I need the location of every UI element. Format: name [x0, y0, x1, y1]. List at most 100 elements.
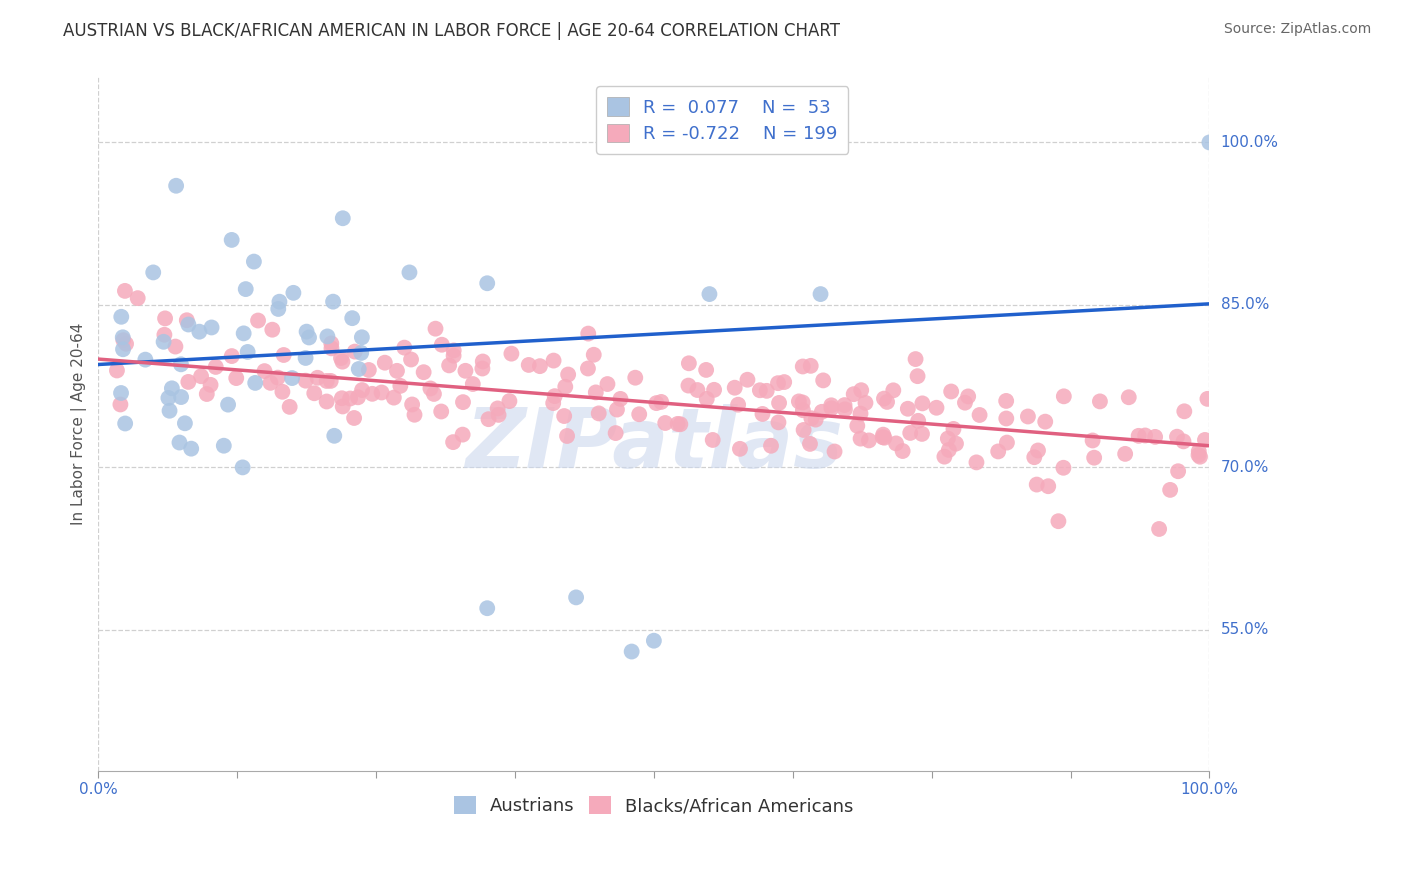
Point: [110, 386, 132, 401]
Point: [620, 644, 643, 658]
Point: [695, 363, 717, 377]
Point: [911, 426, 934, 441]
Point: [678, 378, 700, 392]
Point: [654, 416, 676, 430]
Point: [737, 373, 759, 387]
Point: [170, 357, 193, 371]
Point: [486, 401, 509, 416]
Point: [748, 384, 770, 398]
Point: [678, 356, 700, 370]
Point: [112, 343, 135, 357]
Point: [941, 384, 963, 399]
Point: [576, 361, 599, 376]
Point: [643, 633, 665, 648]
Point: [347, 390, 370, 404]
Point: [352, 383, 374, 397]
Point: [188, 325, 211, 339]
Point: [111, 330, 134, 344]
Point: [792, 403, 814, 417]
Point: [1188, 450, 1211, 464]
Point: [703, 383, 725, 397]
Point: [787, 394, 810, 409]
Point: [517, 358, 540, 372]
Point: [110, 397, 132, 411]
Point: [259, 376, 281, 390]
Point: [609, 392, 631, 406]
Point: [180, 442, 202, 456]
Point: [1033, 415, 1056, 429]
Point: [477, 412, 499, 426]
Point: [1167, 464, 1189, 478]
Point: [544, 389, 567, 403]
Point: [441, 435, 464, 450]
Point: [430, 404, 453, 418]
Point: [1024, 450, 1046, 465]
Point: [1187, 448, 1209, 462]
Point: [142, 265, 165, 279]
Point: [298, 330, 321, 344]
Point: [873, 392, 896, 406]
Point: [965, 455, 987, 469]
Point: [969, 408, 991, 422]
Point: [399, 352, 422, 367]
Point: [165, 178, 187, 193]
Point: [498, 394, 520, 409]
Point: [768, 396, 790, 410]
Point: [834, 402, 856, 417]
Point: [477, 601, 499, 615]
Point: [755, 384, 778, 398]
Point: [339, 392, 361, 406]
Point: [911, 396, 934, 410]
Point: [451, 427, 474, 442]
Point: [471, 354, 494, 368]
Point: [855, 396, 877, 410]
Point: [605, 426, 627, 441]
Point: [565, 591, 588, 605]
Point: [190, 369, 212, 384]
Point: [1173, 434, 1195, 449]
Point: [543, 353, 565, 368]
Text: 55.0%: 55.0%: [1220, 623, 1268, 638]
Point: [283, 285, 305, 300]
Point: [225, 371, 247, 385]
Point: [488, 408, 510, 422]
Point: [1159, 483, 1181, 497]
Point: [696, 392, 718, 406]
Point: [686, 383, 709, 397]
Point: [245, 376, 267, 390]
Point: [820, 401, 842, 416]
Point: [315, 374, 337, 388]
Point: [669, 417, 692, 432]
Point: [398, 265, 420, 279]
Point: [858, 434, 880, 448]
Point: [792, 395, 814, 409]
Point: [1133, 428, 1156, 442]
Point: [394, 341, 416, 355]
Point: [165, 340, 187, 354]
Point: [942, 422, 965, 436]
Point: [934, 450, 956, 464]
Point: [321, 342, 343, 356]
Point: [134, 352, 156, 367]
Point: [361, 387, 384, 401]
Point: [323, 429, 346, 443]
Point: [1053, 389, 1076, 403]
Point: [322, 294, 344, 309]
Point: [585, 385, 607, 400]
Point: [195, 387, 218, 401]
Point: [650, 395, 672, 409]
Text: AUSTRIAN VS BLACK/AFRICAN AMERICAN IN LABOR FORCE | AGE 20-64 CORRELATION CHART: AUSTRIAN VS BLACK/AFRICAN AMERICAN IN LA…: [63, 22, 841, 40]
Point: [766, 376, 789, 391]
Point: [232, 326, 254, 341]
Point: [385, 364, 408, 378]
Point: [1047, 514, 1070, 528]
Point: [247, 313, 270, 327]
Point: [824, 444, 846, 458]
Point: [588, 406, 610, 420]
Point: [995, 411, 1018, 425]
Point: [350, 330, 373, 344]
Point: [884, 436, 907, 450]
Point: [834, 398, 856, 412]
Point: [596, 377, 619, 392]
Point: [872, 427, 894, 442]
